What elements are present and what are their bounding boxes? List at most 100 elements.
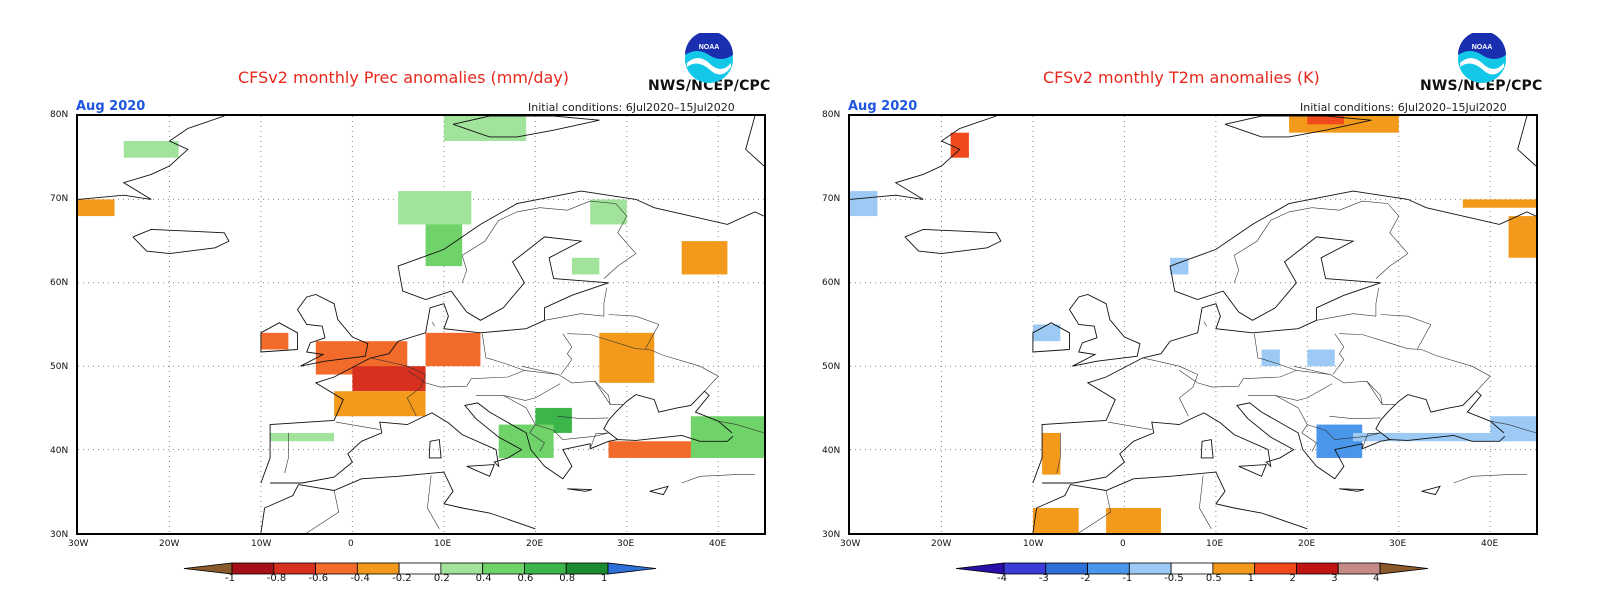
lat-label: 80N: [822, 110, 841, 120]
country-border: [539, 200, 637, 279]
coastline: [1032, 471, 1308, 533]
country-border: [407, 370, 611, 405]
colorbar-tick-label: -3: [1038, 573, 1049, 584]
country-border: [461, 207, 540, 283]
colorbar-tick-label: 0.6: [517, 573, 534, 584]
lon-label: 40E: [709, 539, 727, 549]
island-coastline: [1421, 485, 1441, 496]
lat-label: 70N: [50, 194, 69, 204]
t2m-map: [848, 114, 1538, 535]
country-border: [557, 415, 609, 420]
lat-label: 30N: [822, 530, 841, 540]
country-border: [1453, 474, 1527, 484]
lon-label: 10W: [1023, 539, 1044, 549]
country-border: [1316, 287, 1379, 321]
prec-colorbar: [183, 562, 657, 575]
coastline: [1032, 190, 1536, 484]
country-border: [1329, 415, 1381, 420]
anomaly-cell: [681, 241, 728, 275]
country-border: [567, 333, 719, 392]
colorbar-max-triangle: [1379, 562, 1429, 575]
colorbar-max-triangle: [607, 562, 657, 575]
island-coastline: [1238, 464, 1267, 477]
lon-label: 10E: [1206, 539, 1224, 549]
country-border: [1301, 424, 1317, 452]
anomaly-cell: [78, 199, 115, 217]
country-border: [1254, 333, 1297, 371]
lon-label: 20W: [159, 539, 180, 549]
coastline: [1068, 294, 1141, 367]
lon-label: 20E: [1298, 539, 1316, 549]
coastline: [132, 228, 230, 255]
anomaly-cell: [599, 332, 655, 383]
coastline: [78, 116, 225, 200]
country-border: [335, 421, 380, 430]
island-coastline: [1200, 439, 1214, 459]
country-border: [475, 383, 561, 401]
anomaly-cell: [850, 191, 878, 217]
anomaly-cell: [571, 257, 600, 275]
country-border: [1107, 421, 1152, 430]
colorbar-tick-label: -2: [1080, 573, 1091, 584]
lat-label: 80N: [50, 110, 69, 120]
anomaly-cell: [260, 332, 289, 350]
prec-month-label: Aug 2020: [76, 99, 146, 114]
country-border: [589, 432, 609, 449]
country-border: [594, 381, 624, 405]
lon-label: 0: [348, 539, 354, 549]
coastline: [850, 116, 997, 200]
country-border: [482, 333, 525, 371]
country-border: [1332, 333, 1345, 375]
anomaly-cell: [334, 391, 426, 417]
colorbar-tick-label: -0.5: [1164, 573, 1184, 584]
country-border: [1142, 357, 1198, 417]
coastline: [270, 402, 734, 484]
t2m-map-canvas: [850, 116, 1536, 533]
coastline: [1224, 116, 1372, 138]
colorbar-tick-label: 0.5: [1205, 573, 1222, 584]
island-coastline: [567, 488, 593, 492]
country-border: [1179, 370, 1383, 405]
country-border: [1490, 420, 1536, 434]
colorbar-tick-label: 4: [1373, 573, 1380, 584]
country-border: [608, 314, 660, 350]
prec-map-canvas: [78, 116, 764, 533]
colorbar-tick-label: 0.8: [559, 573, 576, 584]
anomaly-cell: [1289, 116, 1399, 133]
country-border: [284, 432, 289, 474]
coastline: [260, 471, 536, 533]
island-coastline: [649, 485, 669, 496]
country-border: [306, 490, 340, 533]
lon-label: 10W: [251, 539, 272, 549]
country-border: [1293, 365, 1331, 375]
coastline: [603, 390, 733, 440]
country-border: [1361, 432, 1381, 449]
svg-text:NOAA: NOAA: [699, 44, 720, 51]
anomaly-cell: [1042, 432, 1061, 475]
anomaly-cell: [498, 424, 554, 458]
prec-initial-conditions: Initial conditions: 6Jul2020–15Jul2020: [528, 101, 735, 114]
country-border: [560, 333, 573, 375]
anomaly-cell: [352, 366, 426, 392]
country-border: [1203, 321, 1207, 327]
t2m-panel: CFSv2 monthly T2m anomalies (K) NWS/NCEP…: [788, 0, 1588, 609]
coastline: [1517, 116, 1536, 167]
anomaly-cell: [1490, 416, 1536, 442]
colorbar-tick-label: -0.2: [392, 573, 412, 584]
t2m-month-label: Aug 2020: [848, 99, 918, 114]
anomaly-cell: [950, 132, 969, 158]
anomaly-cell: [690, 416, 764, 458]
coastline: [1375, 390, 1505, 440]
colorbar-tick-label: 1: [601, 573, 608, 584]
coastline: [296, 294, 369, 367]
lat-label: 50N: [50, 362, 69, 372]
t2m-initial-conditions: Initial conditions: 6Jul2020–15Jul2020: [1300, 101, 1507, 114]
colorbar-tick-label: 1: [1247, 573, 1255, 584]
country-border: [681, 474, 755, 484]
country-border: [1247, 383, 1333, 401]
lat-label: 70N: [822, 194, 841, 204]
coastline: [745, 116, 764, 167]
country-border: [544, 287, 607, 321]
island-coastline: [1339, 488, 1365, 492]
noaa-logo-icon: NOAA: [685, 33, 733, 83]
